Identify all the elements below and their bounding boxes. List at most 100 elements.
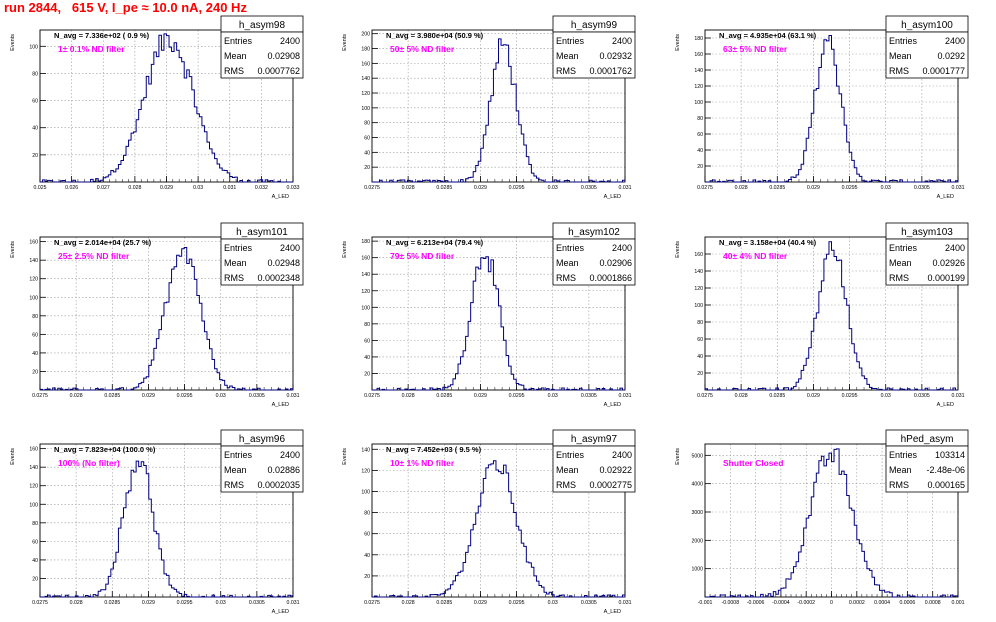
y-tick-label: 20 <box>364 574 370 580</box>
histogram-outline <box>705 34 959 183</box>
x-tick-label: 0.031 <box>952 185 965 191</box>
stats-box <box>552 445 636 493</box>
filter-note: 10± 1% ND filter <box>390 458 455 468</box>
x-tick-label: 0.027 <box>97 185 110 191</box>
x-tick-label: 0.031 <box>619 600 632 606</box>
stats-box <box>552 238 636 286</box>
x-tick-label: 0.0305 <box>914 185 930 191</box>
histogram-panel-h_asym96: 0.0275 0.028 0.0285 0.029 0.0295 0.03 0.0305 0.… <box>10 429 304 615</box>
x-tick-label: 0.03 <box>216 600 226 606</box>
x-tick-label: 0.0285 <box>769 185 785 191</box>
n-avg-label: N_avg = 7.336e+02 ( 0.9 %) <box>54 31 150 40</box>
x-tick-label: 0.03 <box>548 393 558 399</box>
stats-value-mean: 0.02886 <box>267 465 300 475</box>
stats-label-mean: Mean <box>224 465 247 475</box>
histogram-outline <box>704 241 958 391</box>
y-tick-label: 120 <box>361 468 370 474</box>
stats-label-entries: Entries <box>556 243 585 253</box>
stats-value-mean: 0.02926 <box>932 258 965 268</box>
stats-label-entries: Entries <box>556 36 585 46</box>
stats-label-mean: Mean <box>556 51 579 61</box>
y-tick-label: 140 <box>694 68 703 74</box>
histogram-panel-h_asym98: 0.025 0.026 0.027 0.028 0.029 0.03 0.031 0.032 0… <box>10 15 304 200</box>
stats-title: h_asym96 <box>239 434 286 445</box>
y-tick-label: 120 <box>29 484 38 490</box>
n-avg-label: N_avg = 7.823e+04 (100.0 %) <box>54 445 156 454</box>
x-tick-label: 0.0305 <box>914 393 930 399</box>
y-tick-label: 80 <box>364 322 370 328</box>
stats-label-rms: RMS <box>889 66 909 76</box>
stats-value-entries: 2400 <box>945 36 965 46</box>
y-axis-label: Events <box>10 448 16 465</box>
x-tick-label: 0.0285 <box>436 185 452 191</box>
stats-label-rms: RMS <box>556 66 576 76</box>
x-tick-label: 0.0295 <box>177 600 193 606</box>
x-tick-label: 0.028 <box>402 185 415 191</box>
y-tick-label: 60 <box>364 532 370 538</box>
y-tick-label: 4000 <box>691 482 703 488</box>
x-tick-label: 0.0295 <box>509 393 525 399</box>
x-tick-label: 0.0295 <box>509 600 525 606</box>
y-tick-label: 60 <box>697 132 703 138</box>
stats-label-mean: Mean <box>224 51 247 61</box>
n-avg-label: N_avg = 3.980e+04 (50.9 %) <box>386 31 484 40</box>
stats-label-entries: Entries <box>224 243 253 253</box>
x-tick-label: 0.0002 <box>849 600 865 606</box>
x-tick-label: 0.025 <box>34 185 47 191</box>
histogram-panel-h_asym101: 0.0275 0.028 0.0285 0.029 0.0295 0.03 0.0305 0.… <box>10 222 304 408</box>
stats-label-entries: Entries <box>224 36 253 46</box>
x-axis-label: A_LED <box>604 402 621 408</box>
y-tick-label: 180 <box>361 239 370 245</box>
y-tick-label: 140 <box>29 258 38 264</box>
y-tick-label: 180 <box>694 36 703 42</box>
x-tick-label: 0.0285 <box>436 393 452 399</box>
y-tick-label: 120 <box>694 84 703 90</box>
y-tick-label: 20 <box>32 576 38 582</box>
x-tick-label: 0.031 <box>287 393 300 399</box>
y-tick-label: 2000 <box>691 538 703 544</box>
y-axis-label: Events <box>10 241 16 258</box>
x-axis-label: A_LED <box>272 609 289 615</box>
x-tick-label: -0.001 <box>698 600 713 606</box>
stats-value-mean: 0.02906 <box>599 258 632 268</box>
plot-frame <box>39 443 294 598</box>
y-tick-label: 40 <box>364 150 370 156</box>
x-axis-label: A_LED <box>604 194 621 200</box>
x-tick-label: 0.029 <box>160 185 173 191</box>
histogram-panel-h_asym100: 0.0275 0.028 0.0285 0.029 0.0295 0.03 0.0305 0.… <box>675 15 969 200</box>
x-tick-label: 0.0295 <box>177 393 193 399</box>
x-tick-label: 0.0305 <box>249 600 265 606</box>
y-axis-label: Events <box>675 448 681 465</box>
x-tick-label: -0.0002 <box>797 600 815 606</box>
y-tick-label: 60 <box>32 99 38 105</box>
y-tick-label: 120 <box>361 289 370 295</box>
y-tick-label: 100 <box>29 44 38 50</box>
x-tick-label: 0.031 <box>223 185 236 191</box>
plot-frame <box>371 29 626 183</box>
y-tick-label: 60 <box>32 332 38 338</box>
y-tick-label: 100 <box>694 100 703 106</box>
y-tick-label: 80 <box>697 320 703 326</box>
x-tick-label: 0.0275 <box>32 600 48 606</box>
x-tick-label: 0.03 <box>193 185 203 191</box>
stats-title: h_asym98 <box>239 20 286 31</box>
x-tick-label: 0.028 <box>70 393 83 399</box>
stats-title: h_asym102 <box>568 227 620 238</box>
stats-value-entries: 2400 <box>612 36 632 46</box>
y-axis-label: Events <box>342 448 348 465</box>
y-tick-label: 20 <box>697 371 703 377</box>
histogram-panel-h_asym103: 0.0275 0.028 0.0285 0.029 0.0295 0.03 0.0305 0.… <box>675 222 969 408</box>
x-tick-label: 0.028 <box>70 600 83 606</box>
x-tick-label: 0.031 <box>619 393 632 399</box>
stats-title: h_asym101 <box>236 227 288 238</box>
x-tick-label: 0.0285 <box>104 393 120 399</box>
y-axis-label: Events <box>342 241 348 258</box>
x-tick-label: 0.03 <box>881 393 891 399</box>
x-tick-label: 0.029 <box>142 393 155 399</box>
stats-value-entries: 2400 <box>280 36 300 46</box>
x-tick-label: 0.03 <box>216 393 226 399</box>
stats-label-mean: Mean <box>556 465 579 475</box>
y-axis-label: Events <box>675 241 681 258</box>
x-tick-label: 0.029 <box>807 185 820 191</box>
